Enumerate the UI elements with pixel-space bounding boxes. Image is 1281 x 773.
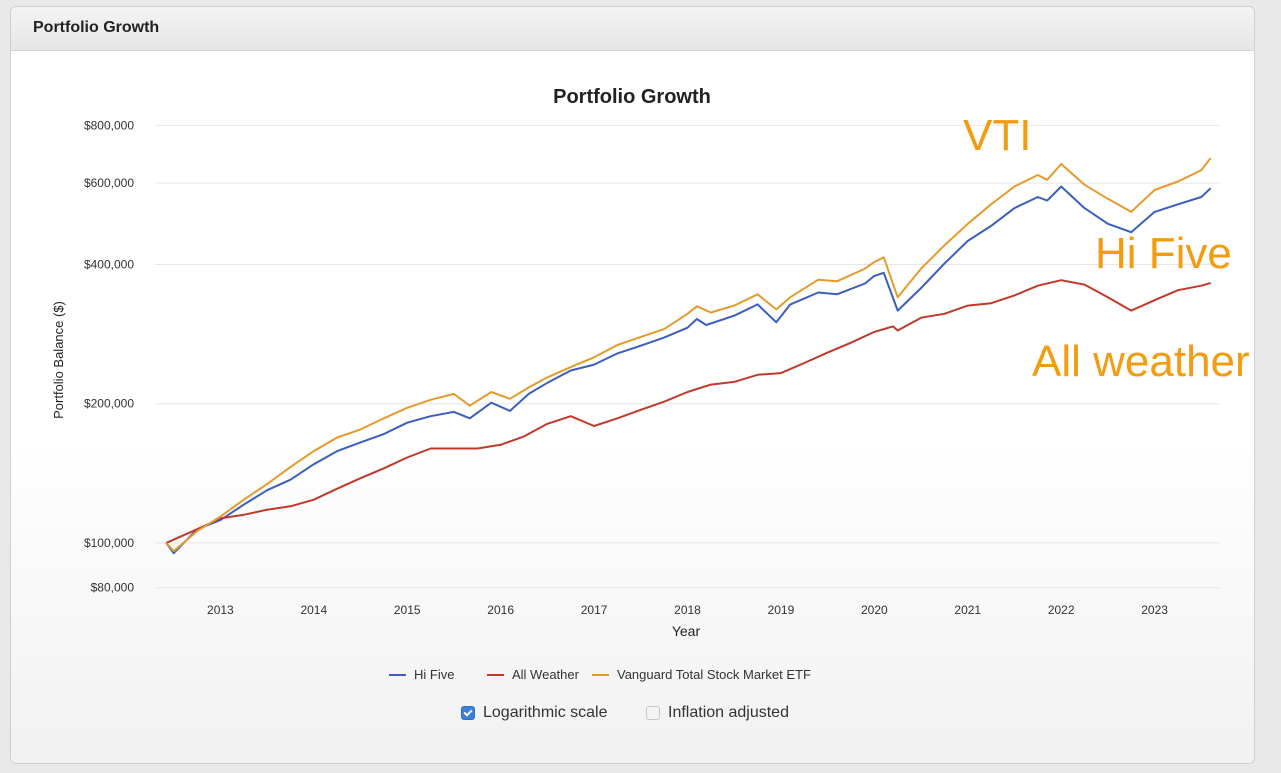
annotation-label: All weather <box>1032 337 1250 386</box>
log-scale-checkbox[interactable] <box>461 706 475 720</box>
y-tick-label: $80,000 <box>91 581 135 595</box>
x-axis-label: Year <box>672 623 701 639</box>
x-tick-label: 2017 <box>581 603 608 617</box>
x-tick-label: 2019 <box>768 603 795 617</box>
x-tick-label: 2020 <box>861 603 888 617</box>
panel-title: Portfolio Growth <box>11 7 1254 51</box>
chart-title: Portfolio Growth <box>553 86 711 108</box>
y-tick-label: $600,000 <box>84 176 134 190</box>
y-axis-ticks: $80,000 $100,000 $200,000 $400,000 $600,000 $… <box>84 118 134 594</box>
portfolio-growth-chart: Portfolio Growth $80,000 $100,000 $200,000… <box>51 86 1251 682</box>
legend-label: Hi Five <box>414 667 454 682</box>
grid-lines <box>155 124 1220 589</box>
x-tick-label: 2021 <box>954 603 981 617</box>
x-tick-label: 2018 <box>674 603 701 617</box>
y-tick-label: $100,000 <box>84 536 134 550</box>
x-tick-label: 2023 <box>1141 603 1168 617</box>
series-line-vanguard-total-stock-market-etf <box>165 157 1212 553</box>
log-scale-label: Logarithmic scale <box>483 704 608 721</box>
annotation-label: Hi Five <box>1095 229 1232 278</box>
inflation-label: Inflation adjusted <box>668 704 789 721</box>
legend-label: Vanguard Total Stock Market ETF <box>617 667 811 682</box>
series-line-all-weather <box>165 279 1211 544</box>
y-tick-label: $800,000 <box>84 118 134 132</box>
series-lines <box>165 157 1212 555</box>
chart-legend: Hi Five All Weather Vanguard Total Stock M… <box>389 667 811 682</box>
inflation-toggle[interactable]: Inflation adjusted <box>646 704 789 722</box>
series-line-hi-five <box>165 185 1212 555</box>
chart-annotations: VTI Hi Five All weather <box>963 111 1251 387</box>
x-tick-label: 2022 <box>1048 603 1075 617</box>
x-axis-ticks: 2013 2014 2015 2016 2017 2018 2019 2020 2021 2022… <box>207 603 1168 617</box>
x-tick-label: 2015 <box>394 603 421 617</box>
y-tick-label: $400,000 <box>84 258 134 272</box>
inflation-checkbox[interactable] <box>646 706 660 720</box>
portfolio-growth-panel: Portfolio Growth <box>10 6 1255 764</box>
y-axis-label: Portfolio Balance ($) <box>51 301 66 419</box>
x-tick-label: 2013 <box>207 603 234 617</box>
x-tick-label: 2016 <box>487 603 514 617</box>
panel-body <box>11 51 1254 763</box>
log-scale-toggle[interactable]: Logarithmic scale <box>461 704 608 722</box>
legend-label: All Weather <box>512 667 580 682</box>
y-tick-label: $200,000 <box>84 397 134 411</box>
x-tick-label: 2014 <box>300 603 327 617</box>
annotation-label: VTI <box>963 111 1031 160</box>
